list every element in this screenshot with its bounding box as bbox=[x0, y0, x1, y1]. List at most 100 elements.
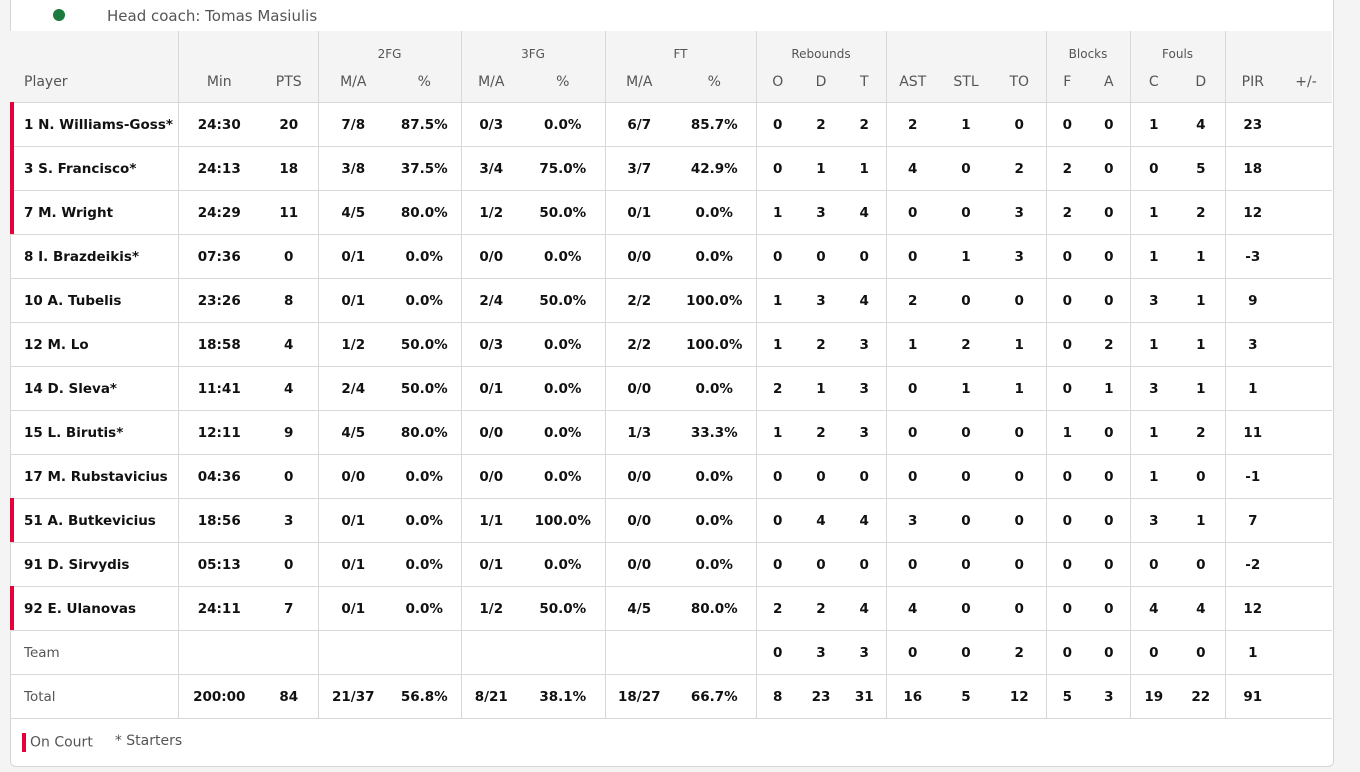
stat-cell: 0.0% bbox=[521, 454, 605, 499]
stat-cell: 1 bbox=[1224, 366, 1281, 411]
stat-cell bbox=[1280, 674, 1333, 719]
stat-cell: 50.0% bbox=[521, 278, 605, 323]
col-stl[interactable]: STL bbox=[939, 61, 993, 103]
stat-cell: 50.0% bbox=[388, 366, 461, 411]
stat-cell: 0/1 bbox=[317, 234, 388, 279]
stat-cell: 4/5 bbox=[604, 586, 673, 631]
stat-cell: 0 bbox=[1088, 454, 1131, 499]
player-name[interactable]: 15 L. Birutis* bbox=[10, 410, 178, 455]
col-ft-pct[interactable]: % bbox=[673, 61, 756, 103]
stat-cell: 2/4 bbox=[460, 278, 521, 323]
player-row: 10 A. Tubelis 23:26 8 0/1 0.0% 2/4 50.0% 2/2 100… bbox=[10, 278, 1333, 323]
stat-cell: 1 bbox=[1129, 190, 1178, 235]
col-foul-c[interactable]: C bbox=[1129, 61, 1178, 103]
col-ast[interactable]: AST bbox=[885, 61, 939, 103]
stat-cell: 5 bbox=[1177, 146, 1226, 191]
stat-cell: 0 bbox=[885, 630, 939, 675]
stat-cell: 0 bbox=[1177, 542, 1226, 587]
player-row: 8 I. Brazdeikis* 07:36 0 0/1 0.0% 0/0 0.0% 0/0 0… bbox=[10, 234, 1333, 279]
col-reb-d[interactable]: D bbox=[799, 61, 843, 103]
stat-cell: 2 bbox=[799, 322, 843, 367]
stat-cell: 04:36 bbox=[177, 454, 260, 499]
col-3fg-ma[interactable]: M/A bbox=[460, 61, 521, 103]
stat-cell: 75.0% bbox=[521, 146, 605, 191]
stat-cell: 4 bbox=[843, 190, 886, 235]
stat-cell: 0 bbox=[1045, 542, 1089, 587]
stat-cell: 5 bbox=[1045, 674, 1089, 719]
stat-cell bbox=[673, 630, 756, 675]
col-2fg-ma[interactable]: M/A bbox=[317, 61, 388, 103]
player-name[interactable]: 14 D. Sleva* bbox=[10, 366, 178, 411]
stat-cell: 1 bbox=[1177, 322, 1226, 367]
stat-cell: 50.0% bbox=[521, 190, 605, 235]
stat-cell: 0 bbox=[1088, 190, 1131, 235]
col-player[interactable]: Player bbox=[10, 61, 178, 103]
player-name[interactable]: 92 E. Ulanovas bbox=[10, 586, 178, 631]
stat-cell: 18:56 bbox=[177, 498, 260, 543]
stat-cell: 19 bbox=[1129, 674, 1178, 719]
stat-cell: 87.5% bbox=[388, 102, 461, 147]
player-name[interactable]: 1 N. Williams-Goss* bbox=[10, 102, 178, 147]
stat-cell: 0.0% bbox=[673, 542, 756, 587]
stat-cell: 0 bbox=[843, 234, 886, 279]
stat-cell: 42.9% bbox=[673, 146, 756, 191]
stat-cell: 2 bbox=[843, 102, 886, 147]
stat-cell: 0 bbox=[755, 234, 799, 279]
player-name[interactable]: 12 M. Lo bbox=[10, 322, 178, 367]
player-name[interactable]: 3 S. Francisco* bbox=[10, 146, 178, 191]
stat-cell: 84 bbox=[260, 674, 318, 719]
stat-cell: 6/7 bbox=[604, 102, 673, 147]
stat-cell: 1 bbox=[1045, 410, 1089, 455]
player-name[interactable]: 17 M. Rubstavicius bbox=[10, 454, 178, 499]
player-name[interactable]: 91 D. Sirvydis bbox=[10, 542, 178, 587]
stat-cell: 7 bbox=[1224, 498, 1281, 543]
col-pts[interactable]: PTS bbox=[260, 61, 318, 103]
stat-cell bbox=[1280, 278, 1333, 323]
player-row: 3 S. Francisco* 24:13 18 3/8 37.5% 3/4 75.0% 3/… bbox=[10, 146, 1333, 191]
stat-cell: 1 bbox=[755, 190, 799, 235]
col-to[interactable]: TO bbox=[993, 61, 1047, 103]
col-blk-f[interactable]: F bbox=[1045, 61, 1089, 103]
stat-cell: 4 bbox=[1129, 586, 1178, 631]
stat-cell: 3 bbox=[843, 322, 886, 367]
col-reb-o[interactable]: O bbox=[755, 61, 799, 103]
col-2fg-pct[interactable]: % bbox=[388, 61, 461, 103]
stat-cell: 0 bbox=[843, 454, 886, 499]
stat-cell: 0 bbox=[939, 586, 993, 631]
stat-cell: 12 bbox=[993, 674, 1047, 719]
stat-cell: 4 bbox=[1177, 102, 1226, 147]
stat-cell: 2 bbox=[1045, 190, 1089, 235]
stat-cell: 31 bbox=[843, 674, 886, 719]
col-min[interactable]: Min bbox=[177, 61, 260, 103]
player-row: 51 A. Butkevicius 18:56 3 0/1 0.0% 1/1 100.0% 0… bbox=[10, 498, 1333, 543]
stat-cell: 50.0% bbox=[388, 322, 461, 367]
stat-cell: 1/3 bbox=[604, 410, 673, 455]
stat-cell: 24:30 bbox=[177, 102, 260, 147]
stat-cell: 0/1 bbox=[460, 366, 521, 411]
stat-cell: 0.0% bbox=[521, 234, 605, 279]
player-name[interactable]: 51 A. Butkevicius bbox=[10, 498, 178, 543]
stat-cell bbox=[1280, 454, 1333, 499]
stat-cell bbox=[1280, 366, 1333, 411]
stat-cell: 1 bbox=[755, 410, 799, 455]
player-row: 91 D. Sirvydis 05:13 0 0/1 0.0% 0/1 0.0% 0/0 0.0… bbox=[10, 542, 1333, 587]
stat-cell: 2 bbox=[755, 366, 799, 411]
col-blk-a[interactable]: A bbox=[1088, 61, 1131, 103]
col-ft-ma[interactable]: M/A bbox=[604, 61, 673, 103]
player-name[interactable]: 10 A. Tubelis bbox=[10, 278, 178, 323]
player-name[interactable]: 8 I. Brazdeikis* bbox=[10, 234, 178, 279]
stat-cell: 0.0% bbox=[673, 190, 756, 235]
col-pir[interactable]: PIR bbox=[1224, 61, 1281, 103]
col-reb-t[interactable]: T bbox=[843, 61, 886, 103]
stat-cell bbox=[1280, 146, 1333, 191]
stat-cell: 3 bbox=[843, 630, 886, 675]
col-plus-minus[interactable]: +/- bbox=[1280, 61, 1333, 103]
col-foul-d[interactable]: D bbox=[1177, 61, 1226, 103]
player-name[interactable]: 7 M. Wright bbox=[10, 190, 178, 235]
stat-cell bbox=[260, 630, 318, 675]
col-3fg-pct[interactable]: % bbox=[521, 61, 605, 103]
stat-cell: 1 bbox=[1177, 366, 1226, 411]
stat-cell: 1 bbox=[799, 146, 843, 191]
stat-cell: 0 bbox=[799, 542, 843, 587]
stat-cell: 12:11 bbox=[177, 410, 260, 455]
